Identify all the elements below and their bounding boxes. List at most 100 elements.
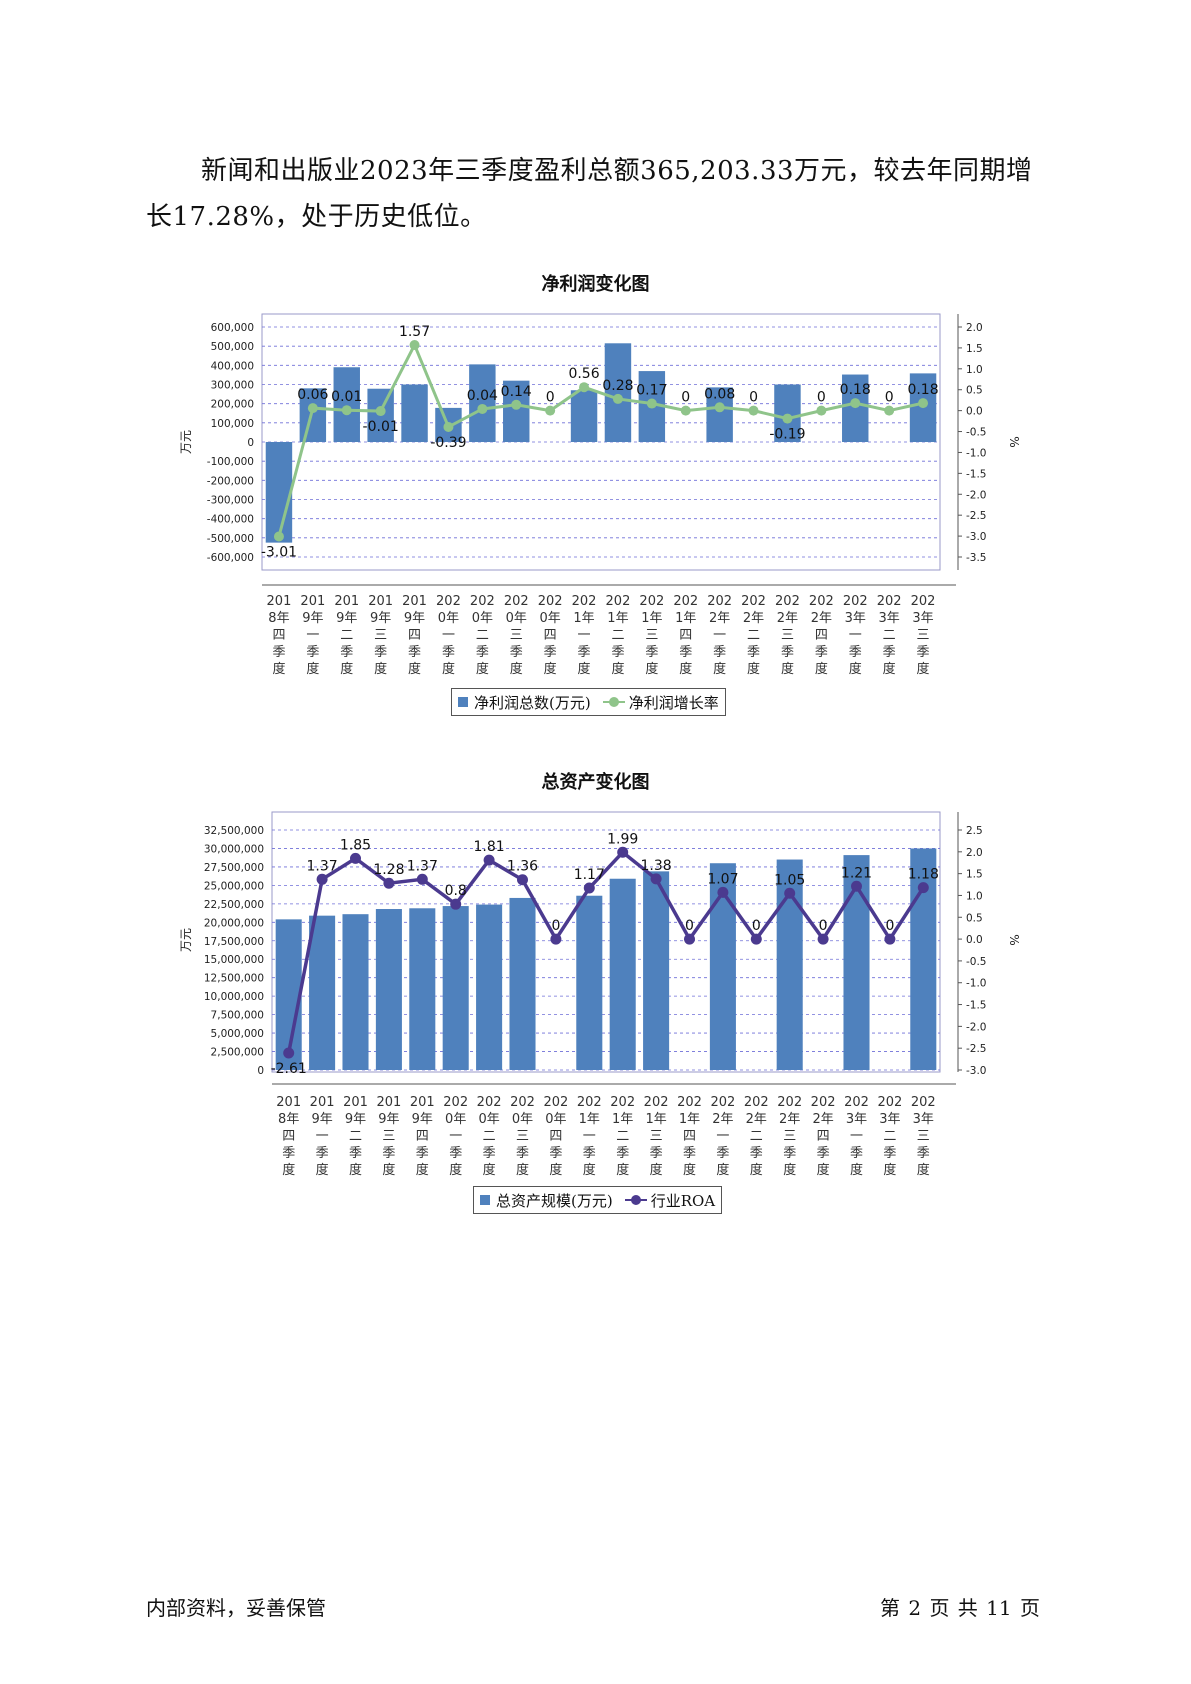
c2-y2-tick-label: 0.5 — [966, 912, 983, 924]
c2-x-tick-label: 季 — [483, 1146, 496, 1161]
c2-x-tick-label: 二 — [349, 1129, 362, 1144]
c2-x-tick-label: 202 — [610, 1095, 635, 1110]
c2-line-point — [517, 874, 528, 886]
c1-x-tick-label: 季 — [781, 645, 794, 660]
c2-x-tick-label: 9年 — [311, 1112, 332, 1127]
footer-confidential: 内部资料，妥善保管 — [146, 1596, 326, 1620]
c1-y2-tick-label: 0.0 — [966, 406, 983, 418]
c1-x-tick-label: 2年 — [811, 611, 832, 626]
c2-x-tick-label: 度 — [750, 1162, 763, 1178]
c1-x-tick-label: 度 — [578, 661, 591, 677]
c2-line-point — [383, 877, 395, 889]
c2-x-tick-label: 一 — [449, 1129, 462, 1144]
c1-y2-tick-label: -3.0 — [966, 531, 987, 543]
c2-x-tick-label: 202 — [543, 1095, 568, 1110]
c2-line-point — [483, 854, 495, 866]
c1-y2-tick-label: -3.5 — [966, 552, 987, 564]
c2-x-tick-label: 三 — [783, 1129, 796, 1144]
c2-y-tick-label: 17,500,000 — [204, 936, 264, 948]
c2-x-tick-label: 季 — [349, 1146, 362, 1161]
c2-y-tick-label: 30,000,000 — [204, 843, 264, 855]
c2-y-tick-label: 10,000,000 — [204, 991, 264, 1003]
c2-line-point — [717, 886, 729, 898]
c1-x-tick-label: 季 — [340, 645, 353, 660]
c1-y-tick-label: -600,000 — [207, 552, 254, 564]
c1-x-tick-label: 202 — [504, 594, 529, 609]
c2-line-point — [750, 933, 762, 945]
c1-line-point — [646, 398, 657, 409]
c2-x-tick-label: 季 — [716, 1146, 729, 1161]
c2-x-tick-label: 3年 — [846, 1112, 867, 1127]
c2-x-tick-label: 季 — [783, 1146, 796, 1161]
c2-y2-tick-label: 2.5 — [966, 825, 983, 837]
c1-x-tick-label: 201 — [368, 594, 393, 609]
c2-x-tick-label: 季 — [850, 1146, 863, 1161]
c1-x-tick-label: 1年 — [641, 611, 662, 626]
c2-x-tick-label: 201 — [343, 1095, 368, 1110]
c1-line-point — [511, 399, 522, 410]
c2-x-tick-label: 季 — [583, 1146, 596, 1161]
c1-data-label: 0.04 — [467, 388, 498, 404]
c2-bar — [576, 895, 603, 1070]
c1-bar — [469, 364, 496, 442]
c1-y2-tick-label: -0.5 — [966, 427, 987, 439]
c2-x-tick-label: 2年 — [812, 1112, 833, 1127]
c1-line-point — [782, 413, 793, 424]
c2-x-tick-label: 3年 — [879, 1112, 900, 1127]
chart2-legend: 总资产规模(万元) 行业ROA — [473, 1186, 723, 1214]
c1-x-tick-label: 度 — [476, 661, 489, 677]
c2-x-tick-label: 二 — [616, 1129, 629, 1144]
c2-x-tick-label: 2年 — [779, 1112, 800, 1127]
c2-data-label: 1.07 — [707, 871, 738, 887]
c1-data-label: 0 — [817, 390, 826, 406]
c1-y2-axis-title: % — [1007, 436, 1021, 447]
c2-x-tick-label: 202 — [911, 1095, 936, 1110]
c2-x-tick-label: 0年 — [445, 1112, 466, 1127]
c2-x-tick-label: 一 — [716, 1129, 729, 1144]
c2-x-tick-label: 季 — [416, 1146, 429, 1161]
c2-y-tick-label: 22,500,000 — [204, 899, 264, 911]
c2-x-tick-label: 季 — [817, 1146, 830, 1161]
c1-bar — [299, 388, 327, 442]
c2-data-label: 1.37 — [407, 858, 438, 874]
c2-x-tick-label: 一 — [316, 1129, 329, 1144]
c2-x-tick-label: 202 — [677, 1095, 702, 1110]
c2-bar — [609, 878, 636, 1070]
c1-x-tick-label: 9年 — [302, 611, 323, 626]
c2-x-tick-label: 度 — [883, 1162, 896, 1178]
c2-y2-tick-label: -0.5 — [966, 956, 987, 968]
c2-data-label: 1.05 — [774, 872, 805, 888]
c1-x-tick-label: 季 — [442, 645, 455, 660]
c1-x-tick-label: 202 — [606, 594, 631, 609]
chart1-legend: 净利润总数(万元) 净利润增长率 — [451, 688, 726, 716]
c1-line-point — [748, 405, 759, 416]
c2-y-tick-label: 15,000,000 — [204, 954, 264, 966]
c1-x-tick-label: 1年 — [675, 611, 696, 626]
c1-data-label: 0.17 — [636, 383, 667, 399]
chart1-title: 净利润变化图 — [541, 274, 650, 295]
c1-y-tick-label: -500,000 — [207, 533, 254, 545]
c1-line-point — [545, 405, 556, 416]
c1-x-tick-label: 季 — [272, 645, 285, 660]
c1-x-tick-label: 202 — [877, 594, 902, 609]
c2-line-point — [416, 873, 428, 885]
c2-bar — [375, 909, 402, 1070]
c2-x-tick-label: 2年 — [746, 1112, 767, 1127]
c2-x-tick-label: 3年 — [913, 1112, 934, 1127]
c1-x-tick-label: 202 — [843, 594, 868, 609]
c1-x-tick-label: 季 — [917, 645, 930, 660]
c2-data-label: 0 — [885, 918, 894, 934]
c2-x-tick-label: 202 — [477, 1095, 502, 1110]
c2-bar — [309, 915, 336, 1070]
c2-x-tick-label: 度 — [349, 1162, 362, 1178]
c2-bar — [476, 904, 503, 1070]
c1-line-point — [884, 405, 895, 416]
c1-x-tick-label: 1年 — [573, 611, 594, 626]
c2-data-label: 1.28 — [373, 862, 404, 878]
c1-x-tick-label: 9年 — [336, 611, 357, 626]
c1-x-tick-label: 3年 — [879, 611, 900, 626]
c1-x-tick-label: 度 — [815, 661, 828, 677]
c1-x-tick-label: 四 — [679, 628, 692, 643]
c2-line — [286, 849, 925, 1054]
c2-x-tick-label: 一 — [850, 1129, 863, 1144]
